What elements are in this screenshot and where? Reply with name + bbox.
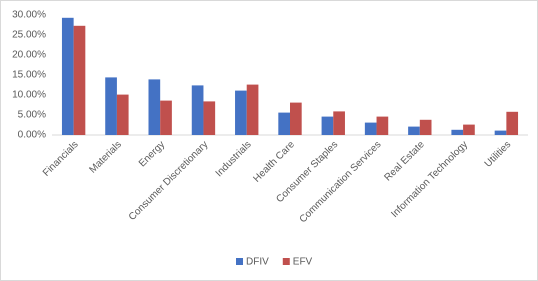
- bar: [451, 129, 464, 135]
- bar: [333, 111, 345, 135]
- bar: [290, 102, 302, 135]
- bar: [191, 85, 204, 135]
- bar: [376, 116, 389, 135]
- bar: [73, 25, 86, 135]
- bar: [61, 17, 74, 135]
- bar: [235, 90, 247, 135]
- legend-swatch: [236, 258, 243, 265]
- bar: [321, 116, 334, 135]
- bar: [419, 119, 432, 135]
- bar: [463, 124, 475, 135]
- bar: [364, 122, 377, 135]
- bar: [148, 79, 161, 135]
- y-tick-label: 10.00%: [12, 90, 46, 101]
- legend-swatch: [282, 258, 290, 265]
- bar: [506, 111, 519, 135]
- bar: [160, 100, 172, 135]
- bar: [494, 130, 507, 135]
- y-tick-label: 5.00%: [18, 110, 46, 121]
- bar: [408, 126, 420, 135]
- bar: [278, 112, 290, 135]
- bar: [105, 77, 117, 135]
- y-tick-label: 20.00%: [12, 50, 46, 61]
- y-tick-label: 15.00%: [12, 70, 46, 81]
- bar: [246, 84, 259, 135]
- legend-label: DFIV: [246, 257, 269, 268]
- y-tick-label: 25.00%: [12, 30, 46, 41]
- bar: [203, 101, 216, 135]
- legend-label: EFV: [293, 257, 313, 268]
- y-tick-label: 0.00%: [18, 130, 46, 141]
- y-tick-label: 30.00%: [12, 10, 46, 21]
- bar: [116, 94, 129, 135]
